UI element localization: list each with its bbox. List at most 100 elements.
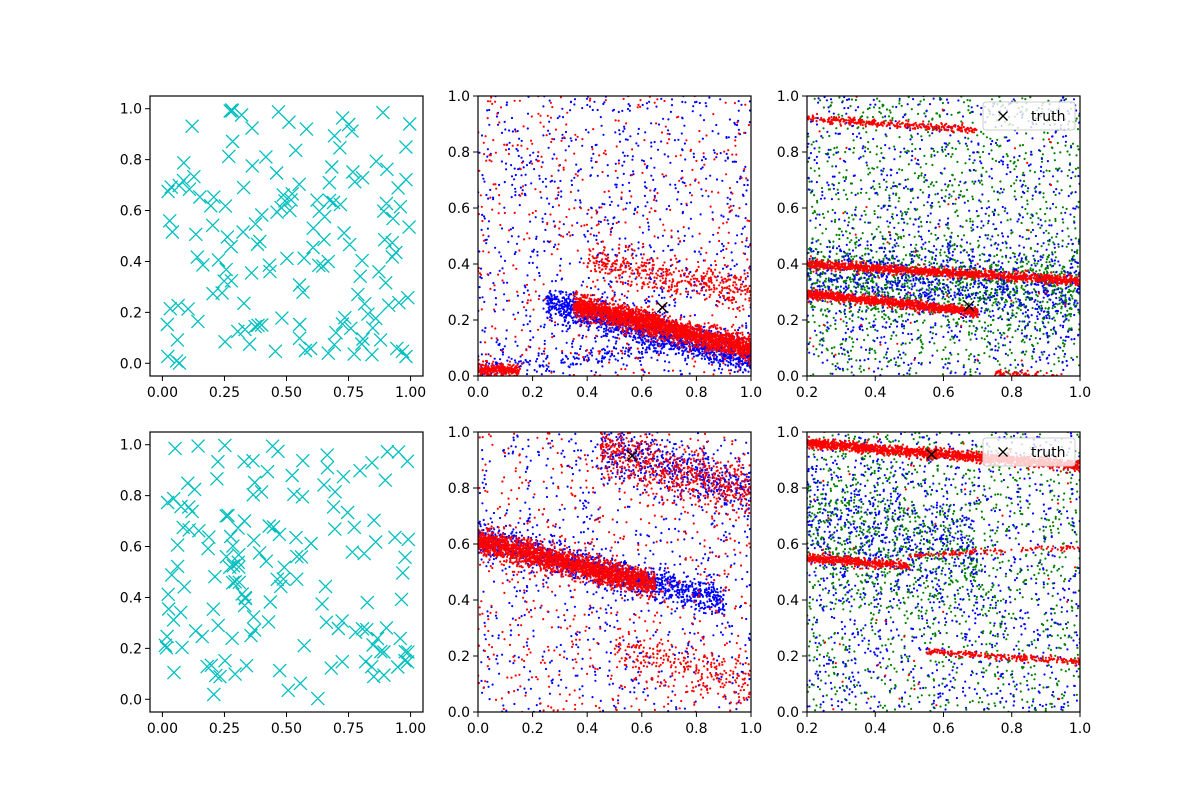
x-tick-label: 1.00 — [395, 385, 426, 401]
y-tick-label: 1.0 — [448, 89, 470, 105]
y-tick-label: 0.8 — [120, 153, 142, 169]
y-tick-label: 0.4 — [777, 257, 799, 273]
x-tick-label: 1.0 — [1069, 721, 1091, 737]
y-tick-label: 1.0 — [448, 425, 470, 441]
x-tick-label: 0.2 — [796, 385, 818, 401]
legend-box — [982, 437, 1076, 467]
plot-area — [478, 432, 751, 712]
legend-truth-marker — [998, 447, 1008, 457]
y-tick-label: 1.0 — [120, 438, 142, 454]
legend-label: truth — [1031, 445, 1065, 461]
plot-area — [478, 96, 751, 376]
y-tick-label: 0.2 — [120, 305, 142, 321]
y-tick-label: 0.6 — [777, 537, 799, 553]
y-tick-label: 0.6 — [120, 540, 142, 556]
series-2 — [807, 96, 1080, 376]
series-markers — [160, 103, 417, 371]
legend-box — [982, 101, 1076, 131]
legend-label: truth — [1031, 109, 1065, 125]
plot-area — [807, 432, 1080, 712]
x-tick-label: 1.0 — [1069, 385, 1091, 401]
y-tick-label: 0.8 — [448, 481, 470, 497]
axes-frame — [477, 95, 752, 377]
series-1 — [478, 96, 751, 376]
legend: truth — [982, 437, 1076, 467]
y-tick-label: 0.8 — [777, 481, 799, 497]
x-tick-label: 0.4 — [576, 385, 598, 401]
y-tick-label: 0.0 — [448, 369, 470, 385]
x-tick-label: 0.6 — [932, 385, 954, 401]
x-tick-label: 0.8 — [1001, 721, 1023, 737]
series-0 — [807, 96, 1080, 376]
truth-marker — [926, 448, 938, 460]
x-tick-label: 0.8 — [685, 721, 707, 737]
subplot-r1c0: 0.00 0.25 0.50 0.75 1.00 0.0 0.2 0.4 0.6 0.8 1.0 — [120, 431, 426, 737]
series-0 — [807, 432, 1080, 712]
y-tick-label: 0.0 — [120, 356, 142, 372]
y-tick-label: 0.8 — [448, 145, 470, 161]
x-tick-label: 0.4 — [576, 721, 598, 737]
series-0 — [158, 438, 416, 706]
series-1 — [478, 432, 751, 712]
series-points — [807, 96, 1080, 376]
x-tick-label: 0.2 — [521, 721, 543, 737]
x-tick-label: 0.50 — [271, 721, 302, 737]
y-tick-label: 1.0 — [120, 102, 142, 118]
truth-marker — [656, 301, 668, 313]
x-tick-label: 0.50 — [271, 385, 302, 401]
y-tick-label: 0.2 — [120, 641, 142, 657]
y-tick-label: 0.6 — [448, 201, 470, 217]
y-tick-label: 1.0 — [777, 425, 799, 441]
subplot-r0c0: 0.00 0.25 0.50 0.75 1.00 0.0 0.2 0.4 0.6 0.8 1.0 — [120, 95, 426, 401]
axes-frame — [477, 431, 752, 713]
x-tick-label: 0.0 — [467, 721, 489, 737]
y-tick-label: 0.6 — [777, 201, 799, 217]
y-tick-label: 0.4 — [120, 590, 142, 606]
y-tick-label: 0.0 — [448, 705, 470, 721]
x-tick-label: 0.25 — [209, 721, 240, 737]
series-1 — [807, 432, 1080, 712]
x-tick-label: 0.4 — [864, 385, 886, 401]
y-tick-label: 0.4 — [120, 254, 142, 270]
series-points — [807, 432, 1080, 712]
x-tick-label: 0.00 — [147, 385, 178, 401]
series-points — [478, 96, 751, 376]
x-tick-label: 0.0 — [467, 385, 489, 401]
x-tick-label: 0.8 — [685, 385, 707, 401]
y-tick-label: 0.4 — [448, 257, 470, 273]
series-points — [807, 432, 1080, 712]
y-tick-label: 0.2 — [777, 649, 799, 665]
axes-frame — [149, 431, 424, 713]
y-tick-label: 0.8 — [777, 145, 799, 161]
x-tick-label: 0.6 — [631, 721, 653, 737]
plot-area — [158, 438, 416, 706]
y-tick-label: 0.2 — [448, 649, 470, 665]
y-tick-label: 0.2 — [777, 313, 799, 329]
subplot-r0c1: 0.0 0.2 0.4 0.6 0.8 1.0 0.0 0.2 0.4 0.6 0.8 1.0 — [448, 89, 762, 401]
x-tick-label: 0.4 — [864, 721, 886, 737]
x-tick-label: 0.6 — [631, 385, 653, 401]
x-tick-label: 0.25 — [209, 385, 240, 401]
y-tick-label: 0.6 — [448, 537, 470, 553]
subplot-r1c1: 0.0 0.2 0.4 0.6 0.8 1.0 0.0 0.2 0.4 0.6 0.8 1.0 — [448, 425, 762, 737]
series-2 — [807, 432, 1080, 711]
legend: truth — [982, 101, 1076, 131]
x-tick-label: 0.75 — [333, 385, 364, 401]
y-tick-label: 0.4 — [448, 593, 470, 609]
x-tick-label: 1.0 — [740, 721, 762, 737]
truth-marker — [626, 450, 638, 462]
y-tick-label: 0.0 — [120, 692, 142, 708]
plot-area — [807, 96, 1080, 376]
truth-marker — [963, 300, 975, 312]
x-tick-label: 0.2 — [521, 385, 543, 401]
y-tick-label: 0.6 — [120, 204, 142, 220]
y-tick-label: 0.0 — [777, 369, 799, 385]
y-tick-label: 0.0 — [777, 705, 799, 721]
axes-frame — [149, 95, 424, 377]
x-tick-label: 0.75 — [333, 721, 364, 737]
y-tick-label: 1.0 — [777, 89, 799, 105]
x-tick-label: 0.2 — [796, 721, 818, 737]
